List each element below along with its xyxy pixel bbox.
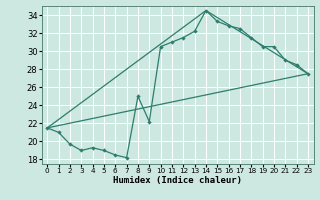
- X-axis label: Humidex (Indice chaleur): Humidex (Indice chaleur): [113, 176, 242, 185]
